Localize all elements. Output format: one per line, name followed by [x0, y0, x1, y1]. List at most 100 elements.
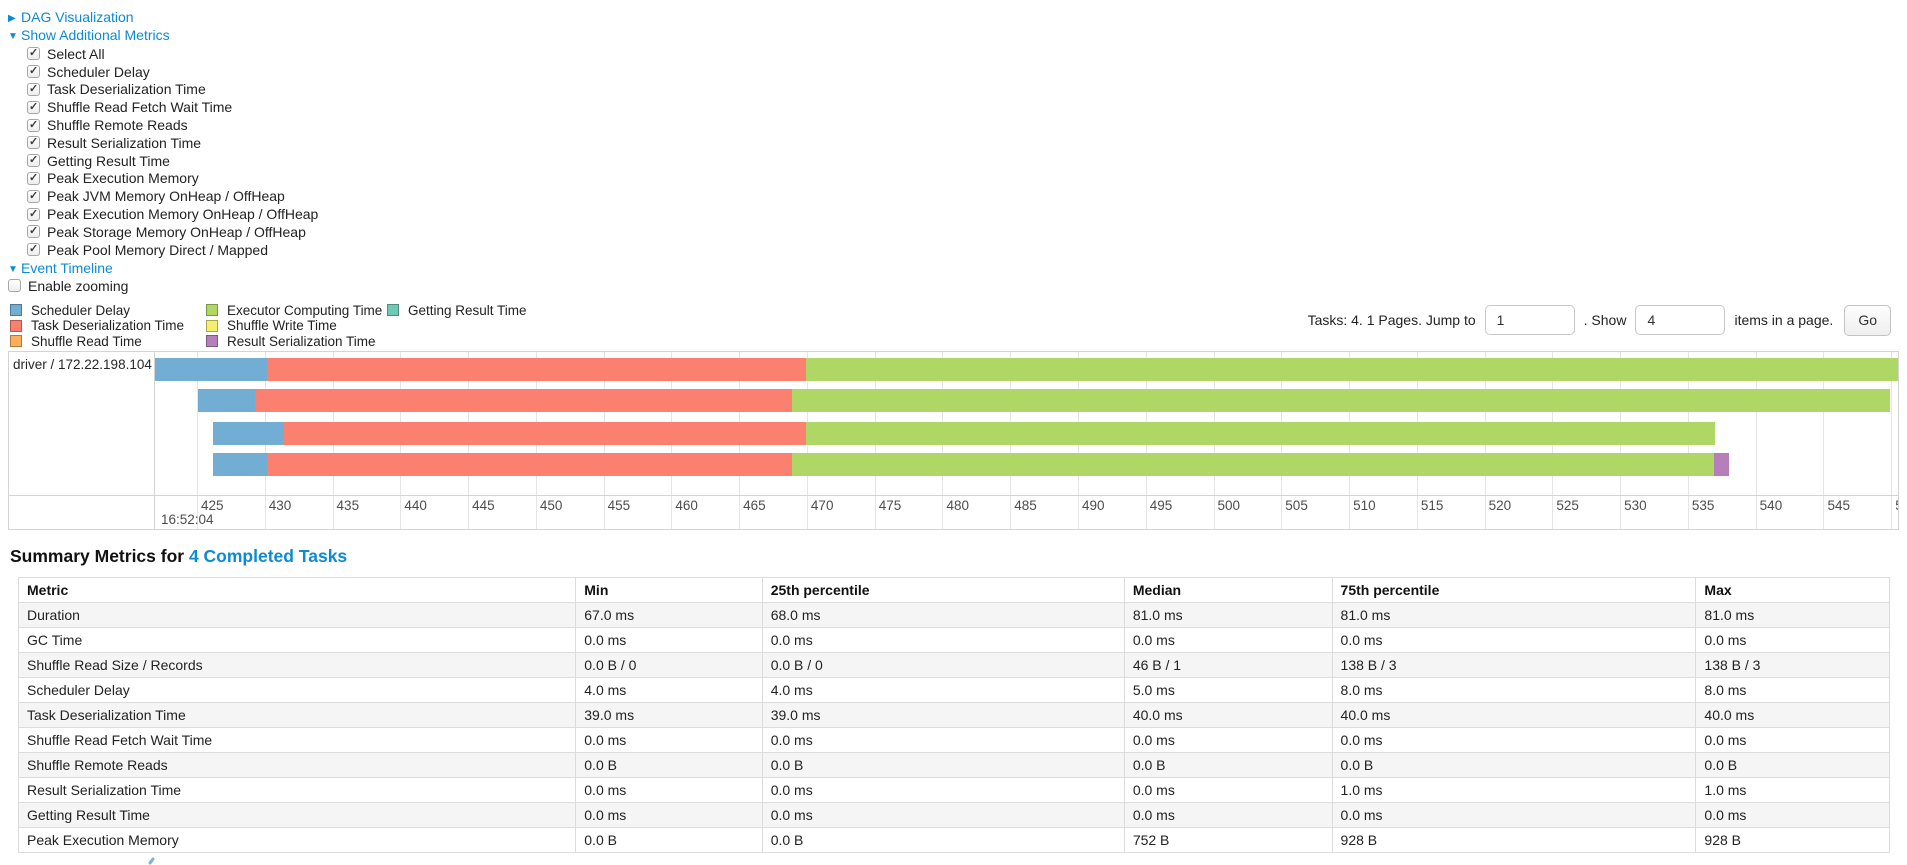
- axis-tick-label: 495: [1149, 498, 1173, 514]
- axis-tick-label: 425: [201, 498, 224, 514]
- checkbox-shuffle-remote-reads[interactable]: [27, 118, 40, 132]
- axis-tick-label: 520: [1488, 498, 1512, 514]
- checkbox-peak-jvm-memory-onheap-offheap[interactable]: [27, 189, 40, 203]
- additional-metrics-label: Show Additional Metrics: [21, 27, 170, 43]
- metric-checkbox-row-result-serialization-time[interactable]: Result Serialization Time: [8, 134, 1899, 152]
- metric-value-cell: 40.0 ms: [1123, 702, 1333, 729]
- checkbox-getting-result-time[interactable]: [27, 154, 40, 168]
- metric-value-cell: 0.0 B: [761, 827, 1125, 854]
- legend-pagination-row: Scheduler Delay Task Deserialization Time…: [8, 303, 1899, 350]
- checkbox-select-all[interactable]: [27, 47, 40, 61]
- checkbox-label: Scheduler Delay: [47, 63, 150, 80]
- legend-swatch-icon: [10, 319, 22, 332]
- metric-checkbox-row-shuffle-remote-reads[interactable]: Shuffle Remote Reads: [8, 116, 1899, 134]
- axis-tick-label: 535: [1691, 498, 1715, 514]
- checkbox-peak-execution-memory-onheap-offheap[interactable]: [27, 207, 40, 221]
- metric-value-cell: 0.0 ms: [761, 802, 1125, 829]
- metric-checkbox-row-peak-execution-memory[interactable]: Peak Execution Memory: [8, 170, 1899, 188]
- metric-value-cell: 0.0 ms: [575, 627, 763, 654]
- legend-item-shuffle-write-time: Shuffle Write Time: [206, 318, 387, 334]
- axis-tick-label: 455: [607, 498, 631, 514]
- metric-value-cell: 0.0 B / 0: [575, 652, 763, 679]
- checkbox-peak-execution-memory[interactable]: [27, 171, 40, 185]
- legend-item-result-serialization-time: Result Serialization Time: [206, 334, 387, 350]
- metric-name-cell: Getting Result Time: [17, 802, 577, 829]
- task-segment-executor-computing[interactable]: [792, 453, 1714, 477]
- metric-value-cell: 0.0 ms: [1123, 802, 1333, 829]
- metric-name-cell: GC Time: [17, 627, 577, 654]
- gridline: [1823, 352, 1825, 530]
- task-segment-scheduler-delay[interactable]: [213, 453, 268, 477]
- enable-zooming-checkbox[interactable]: [8, 279, 21, 293]
- metric-name-cell: Task Deserialization Time: [17, 702, 577, 729]
- column-header-min: Min: [575, 577, 763, 604]
- task-segment-task-deserialization[interactable]: [267, 453, 792, 477]
- task-segment-scheduler-delay[interactable]: [198, 389, 256, 413]
- enable-zooming-row[interactable]: Enable zooming: [8, 277, 1899, 295]
- checkbox-shuffle-read-fetch-wait-time[interactable]: [27, 100, 40, 114]
- table-row-shuffle-remote-reads: Shuffle Remote Reads 0.0 B 0.0 B 0.0 B 0.0 B…: [17, 752, 1890, 779]
- summary-heading-text: Summary Metrics for: [10, 546, 189, 567]
- task-segment-scheduler-delay[interactable]: [155, 358, 268, 382]
- metric-value-cell: 68.0 ms: [761, 602, 1125, 629]
- page-size-input[interactable]: [1635, 305, 1726, 336]
- timeline-task-bar-task-1: [155, 389, 1898, 413]
- metric-checkbox-row-peak-storage-memory-onheap-offheap[interactable]: Peak Storage Memory OnHeap / OffHeap: [8, 223, 1899, 241]
- legend-label: Scheduler Delay: [31, 302, 131, 318]
- checkbox-peak-pool-memory-direct-mapped[interactable]: [27, 243, 40, 257]
- metric-value-cell: 39.0 ms: [761, 702, 1125, 729]
- task-segment-task-deserialization[interactable]: [283, 422, 806, 446]
- timeline-plot-area[interactable]: 425 430 435 440 445 450 455 460 465 470 475 480 485 4…: [155, 352, 1898, 530]
- expanded-arrow-icon: ▼: [8, 31, 18, 42]
- legend-item-getting-result-time: Getting Result Time: [387, 303, 527, 319]
- task-segment-executor-computing[interactable]: [792, 389, 1890, 413]
- task-segment-result-serialization[interactable]: [1713, 453, 1729, 477]
- checkbox-label: Peak Execution Memory OnHeap / OffHeap: [47, 206, 319, 223]
- checkbox-scheduler-delay[interactable]: [27, 65, 40, 79]
- checkbox-task-deserialization-time[interactable]: [27, 82, 40, 96]
- task-segment-task-deserialization[interactable]: [267, 358, 806, 382]
- metric-name-cell: Scheduler Delay: [17, 677, 577, 704]
- metric-checkbox-row-peak-pool-memory-direct-mapped[interactable]: Peak Pool Memory Direct / Mapped: [8, 241, 1899, 259]
- additional-metrics-toggle[interactable]: ▼ Show Additional Metrics: [8, 26, 1899, 44]
- metric-value-cell: 1.0 ms: [1695, 777, 1890, 804]
- checkbox-label: Task Deserialization Time: [47, 81, 206, 98]
- metric-checkbox-row-peak-execution-memory-onheap-offheap[interactable]: Peak Execution Memory OnHeap / OffHeap: [8, 205, 1899, 223]
- axis-tick-label: 540: [1759, 498, 1783, 514]
- axis-tick-label: 490: [1082, 498, 1105, 514]
- legend-swatch-icon: [10, 304, 22, 317]
- metric-checkbox-row-shuffle-read-fetch-wait-time[interactable]: Shuffle Read Fetch Wait Time: [8, 98, 1899, 116]
- checkbox-label: Shuffle Read Fetch Wait Time: [47, 99, 233, 116]
- task-segment-task-deserialization[interactable]: [255, 389, 793, 413]
- dag-visualization-toggle[interactable]: ▶ DAG Visualization: [8, 8, 1899, 26]
- metric-checkbox-row-peak-jvm-memory-onheap-offheap[interactable]: Peak JVM Memory OnHeap / OffHeap: [8, 187, 1899, 205]
- jump-to-page-input[interactable]: [1484, 305, 1575, 336]
- metric-checkbox-row-select-all[interactable]: Select All: [8, 45, 1899, 63]
- metric-checkbox-row-getting-result-time[interactable]: Getting Result Time: [8, 152, 1899, 170]
- legend-label: Getting Result Time: [408, 302, 527, 318]
- metric-checkbox-row-task-deserialization-time[interactable]: Task Deserialization Time: [8, 81, 1899, 99]
- checkbox-peak-storage-memory-onheap-offheap[interactable]: [27, 225, 40, 239]
- checkbox-result-serialization-time[interactable]: [27, 136, 40, 150]
- metric-value-cell: 40.0 ms: [1695, 702, 1890, 729]
- metric-value-cell: 40.0 ms: [1331, 702, 1697, 729]
- metric-checkbox-row-scheduler-delay[interactable]: Scheduler Delay: [8, 63, 1899, 81]
- event-timeline-toggle[interactable]: ▼ Event Timeline: [8, 259, 1899, 277]
- completed-tasks-link[interactable]: 4 Completed Tasks: [188, 546, 348, 567]
- metric-value-cell: 752 B: [1123, 827, 1333, 854]
- task-segment-executor-computing[interactable]: [805, 358, 1898, 382]
- axis-tick-label: 505: [1285, 498, 1308, 514]
- axis-tick-label: 470: [810, 498, 834, 514]
- go-button[interactable]: Go: [1844, 304, 1891, 336]
- metric-value-cell: 928 B: [1695, 827, 1890, 854]
- metric-name-cell: Peak Execution Memory: [17, 827, 577, 854]
- column-header-25th-percentile: 25th percentile: [761, 577, 1125, 604]
- metric-value-cell: 0.0 ms: [1695, 627, 1890, 654]
- task-segment-executor-computing[interactable]: [805, 422, 1715, 446]
- dag-visualization-label: DAG Visualization: [21, 9, 134, 25]
- task-segment-scheduler-delay[interactable]: [213, 422, 284, 446]
- metric-name-cell: Shuffle Remote Reads: [17, 752, 577, 779]
- expanded-arrow-icon: ▼: [8, 263, 18, 275]
